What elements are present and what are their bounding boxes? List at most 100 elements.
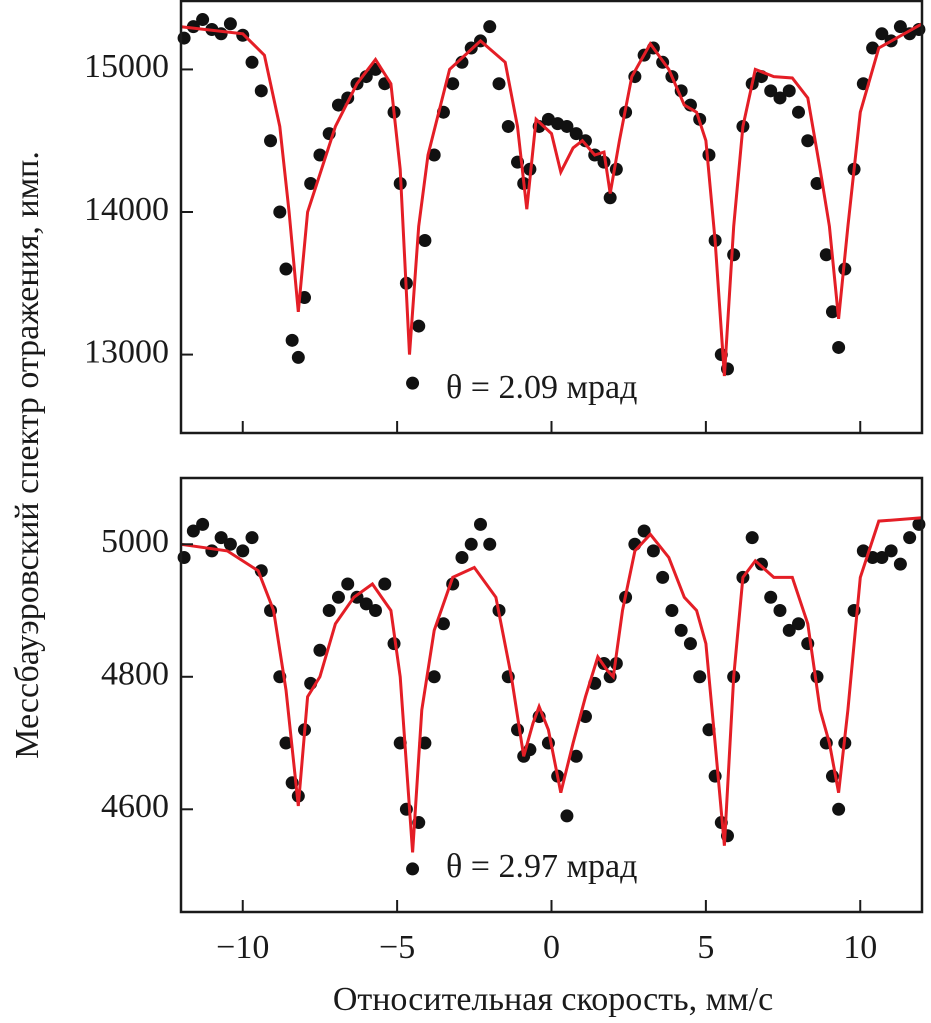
data-point [196,13,210,27]
data-point [473,517,487,531]
x-tick-label: 0 [543,929,560,966]
y-tick-label: 5000 [101,523,169,560]
data-point [832,340,846,354]
data-point [464,537,478,551]
data-point [801,134,815,148]
data-point [273,205,287,219]
fit-line [180,22,923,377]
y-tick-label: 14000 [84,191,169,228]
data-point [291,350,305,364]
data-point [341,577,355,591]
x-axis-label: Относительная скорость, мм/с [333,981,773,1018]
data-point [569,127,583,141]
data-point [279,736,293,750]
data-point [875,27,889,41]
data-point [893,20,907,34]
annotation: θ = 2.09 мрад [446,369,637,406]
data-point [285,333,299,347]
data-point [205,544,219,558]
data-point [569,749,583,763]
data-point [782,84,796,98]
data-point [359,597,373,611]
data-point [560,809,574,823]
data-point [560,119,574,133]
data-point [331,98,345,112]
data-point [406,376,420,390]
data-point [810,176,824,190]
data-point [254,84,268,98]
data-point [378,577,392,591]
data-point [245,531,259,545]
data-point [832,802,846,816]
data-point [773,91,787,105]
y-tick-label: 13000 [84,333,169,370]
data-point [427,148,441,162]
x-tick-label: 10 [843,929,877,966]
data-point [313,148,327,162]
data-point [637,524,651,538]
data-point [418,736,432,750]
y-tick-label: 4800 [101,656,169,693]
data-point [427,670,441,684]
data-point [656,570,670,584]
data-point [264,134,278,148]
data-point [764,84,778,98]
data-point [304,176,318,190]
data-point [764,590,778,604]
data-point [825,305,839,319]
data-point [214,531,228,545]
data-point [792,105,805,119]
data-point [903,531,917,545]
data-point [223,17,237,31]
y-tick-label: 4600 [101,788,169,825]
data-point [745,531,759,545]
annotation: θ = 2.97 мрад [446,848,637,885]
data-point [455,551,469,565]
data-point [693,670,707,684]
data-point [369,604,383,618]
data-point [646,544,660,558]
data-point [792,617,805,631]
data-point [214,27,228,41]
data-point [683,637,697,651]
x-tick-label: −5 [379,929,415,966]
data-point [483,537,497,551]
data-point [177,551,191,565]
data-point [322,604,336,618]
data-point [501,119,515,133]
x-tick-label: −10 [216,929,269,966]
data-point [492,77,506,91]
data-point [866,41,880,55]
fit-line [180,516,923,853]
y-tick-label: 15000 [84,48,169,85]
data-point [331,590,345,604]
data-point [186,524,200,538]
data-point [223,537,237,551]
data-point [418,234,432,248]
data-point [313,643,327,657]
data-point [279,262,293,276]
data-point [603,191,617,205]
data-point [875,551,889,565]
data-point [884,544,898,558]
data-point [177,31,191,45]
data-point [773,604,787,618]
data-point [674,623,688,637]
x-tick-label: 5 [697,929,714,966]
data-point [578,134,592,148]
data-point [436,617,450,631]
y-axis-label: Мессбауэровский спектр отражения, имп. [9,151,46,759]
data-point [406,862,420,876]
data-point [245,55,259,69]
data-point [483,20,497,34]
data-point [819,248,833,262]
data-point [893,557,907,571]
data-point [665,604,679,618]
data-point [446,77,460,91]
data-point [236,544,250,558]
data-point [196,517,210,531]
data-point [359,70,373,84]
data-point [412,319,426,333]
data-point [782,623,796,637]
